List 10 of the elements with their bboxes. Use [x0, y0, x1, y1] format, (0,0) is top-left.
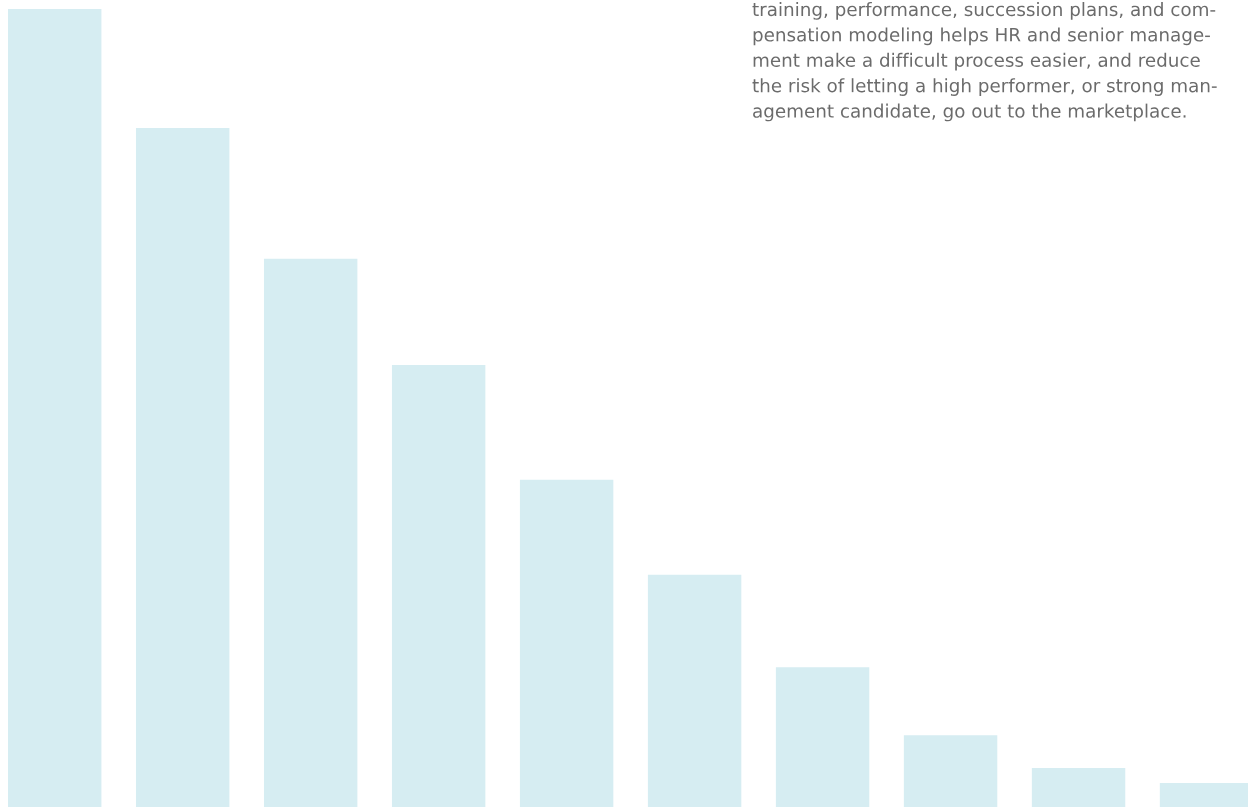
bar — [519, 479, 614, 807]
bar — [647, 574, 742, 807]
annotation: training, performance, succession plans, and com- pensation modeling helps HR and senior manage- ment make a difficult process easier, and reduce the risk of letting a high performer, or strong man- agement candidate, go out to the marketplace. — [752, 2, 1217, 122]
bar — [263, 258, 358, 807]
bar — [903, 735, 998, 807]
bar — [1031, 767, 1126, 807]
bar — [8, 9, 102, 807]
bar — [391, 364, 486, 807]
bar — [135, 127, 230, 807]
bar — [775, 667, 870, 807]
